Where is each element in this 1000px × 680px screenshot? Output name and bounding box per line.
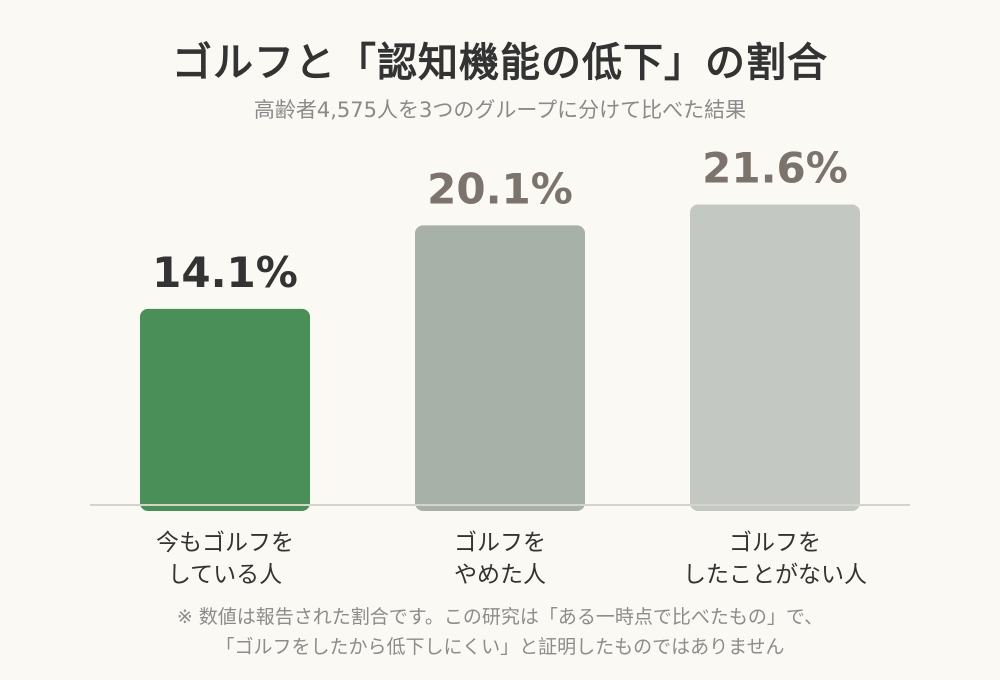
bar-3 xyxy=(690,204,860,512)
value-label-2: 20.1% xyxy=(427,164,573,213)
chart-subtitle: 高齢者4,575人を3つのグループに分けて比べた結果 xyxy=(253,98,747,122)
value-label-3: 21.6% xyxy=(702,144,848,193)
category-label-2-line-1: ゴルフを xyxy=(454,530,546,556)
category-label-1-line-1: 今もゴルフを xyxy=(156,530,294,556)
category-label-1-line-2: している人 xyxy=(168,562,282,588)
footnote-line-1: ※ 数値は報告された割合です。この研究は「ある一時点で比べたもの」で、 xyxy=(176,606,824,628)
footnote-line-2: 「ゴルフをしたから低下しにくい」と証明したものではありません xyxy=(215,636,785,658)
bar-2 xyxy=(415,225,585,512)
value-label-1: 14.1% xyxy=(152,248,298,297)
category-label-3-line-2: したことがない人 xyxy=(683,562,867,588)
category-label-2-line-2: やめた人 xyxy=(454,562,546,588)
category-label-3-line-1: ゴルフを xyxy=(729,530,821,556)
chart-title: ゴルフと「認知機能の低下」の割合 xyxy=(172,40,828,86)
bar-1 xyxy=(140,308,310,511)
